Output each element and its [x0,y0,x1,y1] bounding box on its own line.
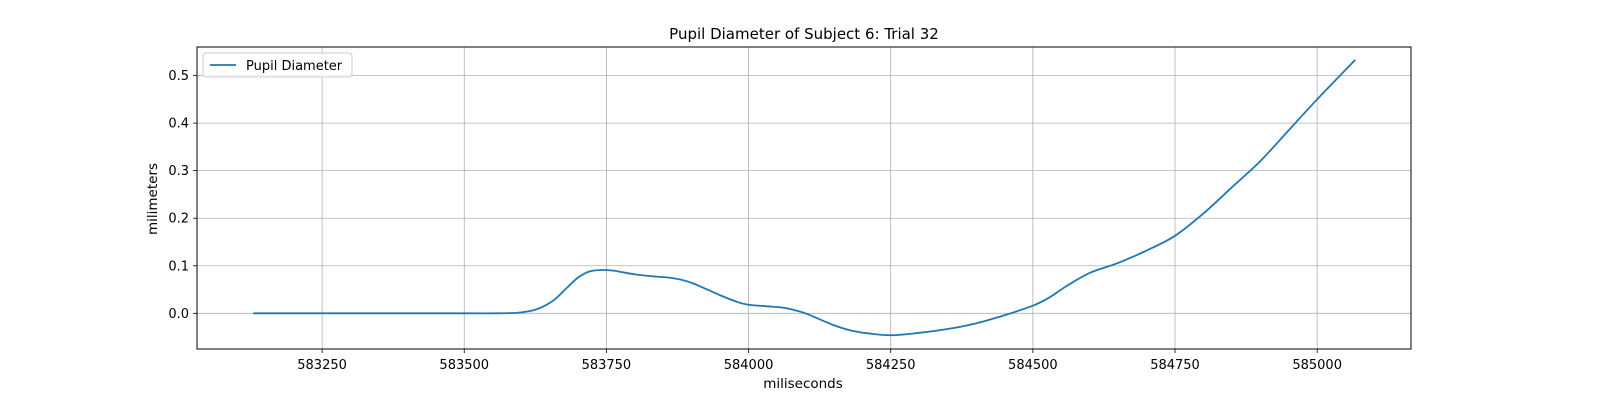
y-tick-label: 0.4 [168,117,189,132]
legend-box [202,52,353,78]
x-tick-label: 585000 [1292,358,1342,373]
y-tick-label: 0.2 [168,212,189,227]
y-tick-label: 0.0 [168,307,189,322]
x-tick-label: 583750 [582,358,632,373]
grid [197,47,1411,349]
x-tick-label: 583250 [297,358,347,373]
y-tick-label: 0.3 [168,164,189,179]
y-tick-label: 0.5 [168,69,189,84]
x-axis-ticks: 583250 583500 583750 584000 584250 584500 5847… [297,349,1342,373]
legend: Pupil Diameter [202,52,353,78]
series-layer [252,59,1356,337]
x-tick-label: 584500 [1008,358,1058,373]
y-axis-ticks: 0.0 0.1 0.2 0.3 0.4 0.5 [168,69,197,322]
y-axis-label: milimeters [145,163,161,235]
x-tick-label: 584750 [1150,358,1200,373]
plot-area-frame [196,46,1412,350]
x-tick-label: 583500 [439,358,489,373]
series-line-pupil-diameter [252,59,1356,337]
chart-title: Pupil Diameter of Subject 6: Trial 32 [669,25,939,43]
x-tick-label: 584000 [724,358,774,373]
y-tick-label: 0.1 [168,259,189,274]
x-axis-label: miliseconds [763,376,843,392]
legend-label-pupil-diameter: Pupil Diameter [246,59,343,74]
x-tick-label: 584250 [866,358,916,373]
